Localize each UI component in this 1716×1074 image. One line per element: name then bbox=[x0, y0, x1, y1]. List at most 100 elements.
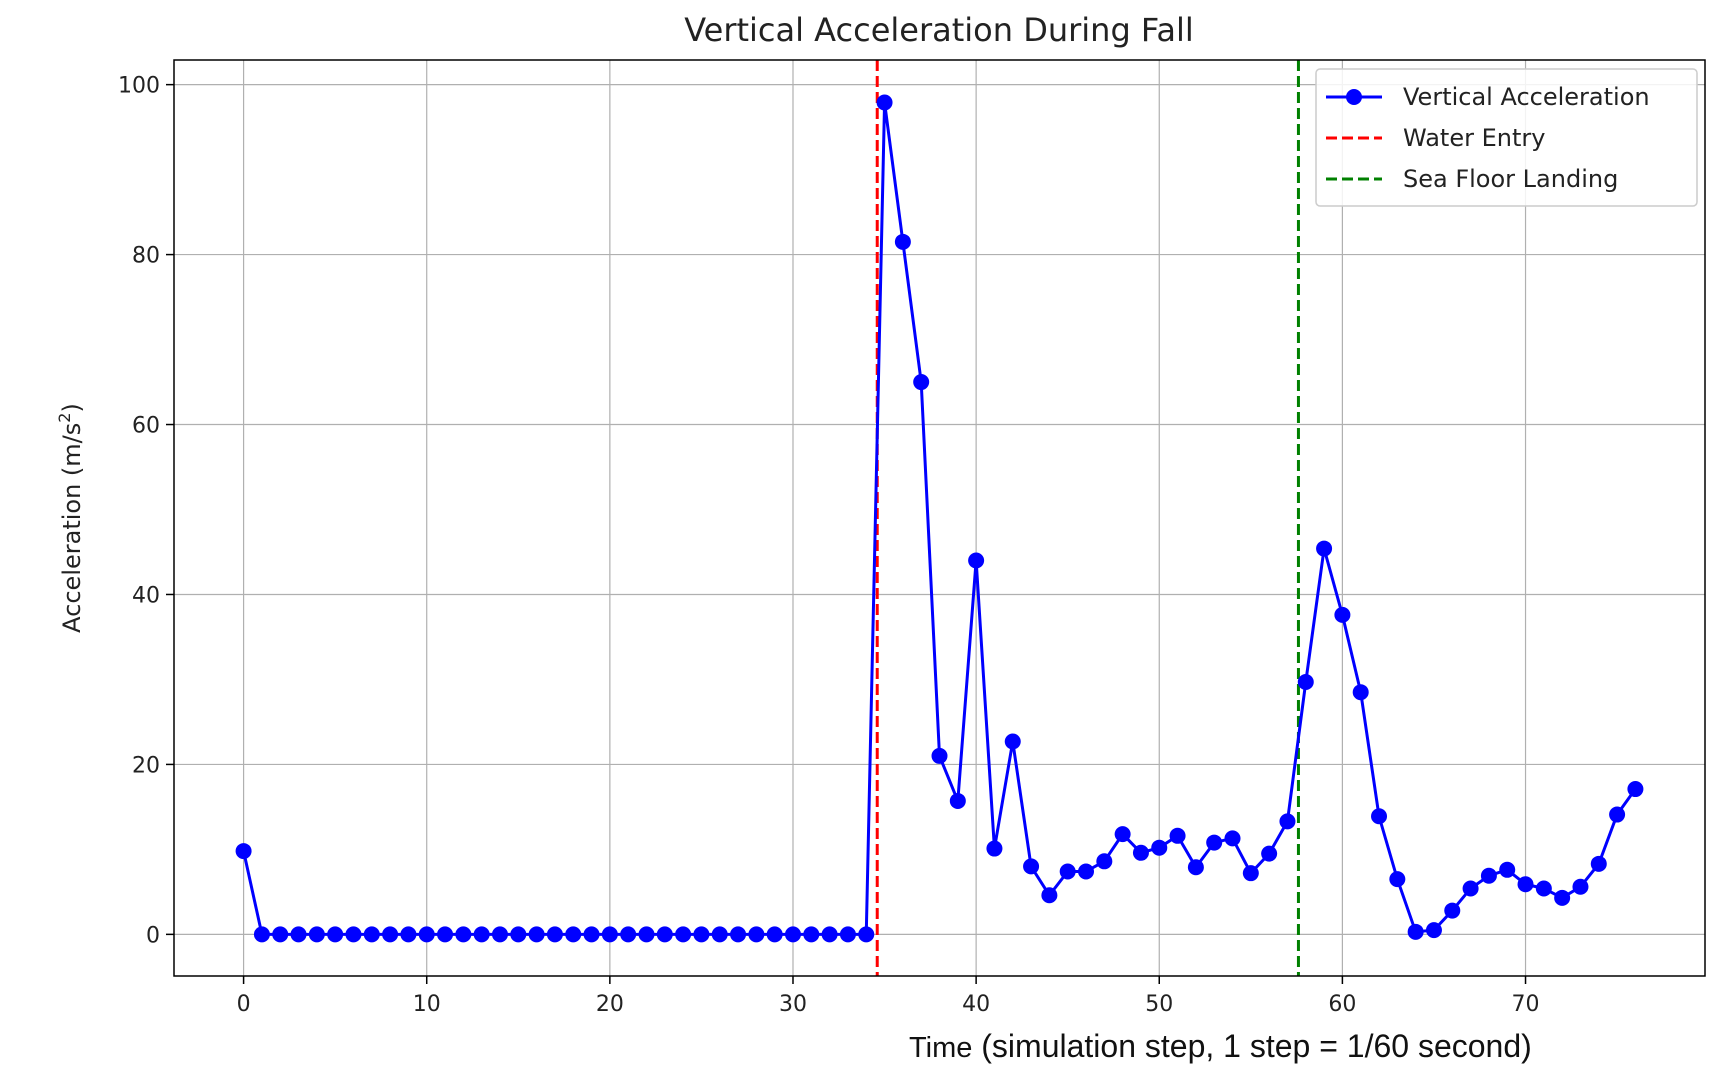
data-point bbox=[1023, 858, 1040, 875]
data-point bbox=[455, 926, 472, 943]
data-point bbox=[949, 792, 966, 809]
data-point bbox=[601, 926, 618, 943]
data-point bbox=[290, 926, 307, 943]
data-point bbox=[1279, 813, 1296, 830]
series-vertical-acceleration bbox=[235, 94, 1644, 943]
data-point bbox=[1480, 867, 1497, 884]
y-axis-label-superscript: 2 bbox=[55, 413, 74, 423]
x-tick-label: 70 bbox=[1512, 992, 1540, 1017]
data-point bbox=[730, 926, 747, 943]
data-point bbox=[1004, 733, 1021, 750]
data-point bbox=[839, 926, 856, 943]
legend-label-vertical-acceleration: Vertical Acceleration bbox=[1403, 83, 1650, 111]
data-point bbox=[510, 926, 527, 943]
data-point bbox=[1590, 855, 1607, 872]
data-point bbox=[437, 926, 454, 943]
legend-label-sea-floor-landing: Sea Floor Landing bbox=[1403, 165, 1618, 193]
data-point bbox=[1554, 889, 1571, 906]
data-point bbox=[1059, 863, 1076, 880]
y-axis-label-close: ) bbox=[58, 403, 86, 412]
data-point bbox=[1224, 830, 1241, 847]
data-point bbox=[693, 926, 710, 943]
y-tick-label: 60 bbox=[132, 414, 160, 439]
x-tick-label: 50 bbox=[1145, 992, 1173, 1017]
legend-box bbox=[1315, 68, 1698, 207]
data-point bbox=[565, 926, 582, 943]
data-point bbox=[821, 926, 838, 943]
data-point bbox=[363, 926, 380, 943]
data-point bbox=[894, 233, 911, 250]
x-tick-label: 0 bbox=[237, 992, 251, 1017]
data-point bbox=[235, 843, 252, 860]
plot-frame bbox=[173, 59, 1706, 977]
data-point bbox=[858, 926, 875, 943]
data-point bbox=[1169, 827, 1186, 844]
data-point bbox=[1352, 684, 1369, 701]
data-point bbox=[400, 926, 417, 943]
x-tick-label: 40 bbox=[962, 992, 990, 1017]
x-axis-label-lead: Time bbox=[909, 1032, 972, 1064]
data-point bbox=[1187, 859, 1204, 876]
data-point bbox=[327, 926, 344, 943]
legend: Vertical Acceleration Water Entry Sea Fl… bbox=[1315, 68, 1698, 207]
data-point bbox=[345, 926, 362, 943]
data-point bbox=[968, 552, 985, 569]
data-point bbox=[1535, 880, 1552, 897]
data-point bbox=[1572, 878, 1589, 895]
y-axis-label: Acceleration (m/s2) bbox=[55, 403, 86, 633]
data-point bbox=[1609, 806, 1626, 823]
data-point bbox=[638, 926, 655, 943]
data-point bbox=[1041, 887, 1058, 904]
legend-label-water-entry: Water Entry bbox=[1403, 124, 1545, 152]
data-point bbox=[418, 926, 435, 943]
x-axis-label: Time (simulation step, 1 step = 1/60 sec… bbox=[909, 1028, 1532, 1064]
data-point bbox=[913, 374, 930, 391]
data-point bbox=[491, 926, 508, 943]
data-point bbox=[748, 926, 765, 943]
data-point bbox=[272, 926, 289, 943]
data-point bbox=[620, 926, 637, 943]
data-point bbox=[546, 926, 563, 943]
y-tick-label: 40 bbox=[132, 583, 160, 608]
data-point bbox=[876, 94, 893, 111]
data-point bbox=[1114, 826, 1131, 843]
axis-ticks: 0 10 20 30 40 50 60 70 0 20 40 60 80 100 bbox=[118, 74, 1540, 1017]
data-point bbox=[675, 926, 692, 943]
data-point bbox=[1261, 845, 1278, 862]
data-point bbox=[1499, 861, 1516, 878]
data-point bbox=[766, 926, 783, 943]
data-point bbox=[1096, 853, 1113, 870]
data-point bbox=[1444, 902, 1461, 919]
data-point bbox=[1334, 606, 1351, 623]
data-point bbox=[308, 926, 325, 943]
data-point bbox=[473, 926, 490, 943]
x-tick-label: 10 bbox=[413, 992, 441, 1017]
data-point bbox=[1425, 922, 1442, 939]
data-point bbox=[803, 926, 820, 943]
data-point bbox=[1517, 876, 1534, 893]
data-point bbox=[583, 926, 600, 943]
y-axis-label-main: Acceleration (m/s bbox=[58, 423, 86, 633]
x-tick-label: 60 bbox=[1328, 992, 1356, 1017]
data-point bbox=[1297, 673, 1314, 690]
data-point bbox=[1242, 865, 1259, 882]
y-tick-label: 20 bbox=[132, 753, 160, 778]
data-point bbox=[1151, 839, 1168, 856]
chart-title: Vertical Acceleration During Fall bbox=[684, 11, 1194, 49]
data-point bbox=[382, 926, 399, 943]
data-point bbox=[1627, 781, 1644, 798]
data-point bbox=[1389, 871, 1406, 888]
legend-marker-vertical-acceleration bbox=[1346, 89, 1362, 105]
data-point bbox=[1316, 540, 1333, 557]
data-point bbox=[1462, 880, 1479, 897]
data-point bbox=[528, 926, 545, 943]
data-point bbox=[253, 926, 270, 943]
x-tick-label: 30 bbox=[779, 992, 807, 1017]
data-point bbox=[1371, 808, 1388, 825]
x-axis-label-rest: (simulation step, 1 step = 1/60 second) bbox=[972, 1028, 1531, 1064]
y-tick-label: 100 bbox=[118, 74, 160, 99]
data-point bbox=[986, 840, 1003, 857]
data-point bbox=[1132, 844, 1149, 861]
y-tick-label: 0 bbox=[146, 923, 160, 948]
